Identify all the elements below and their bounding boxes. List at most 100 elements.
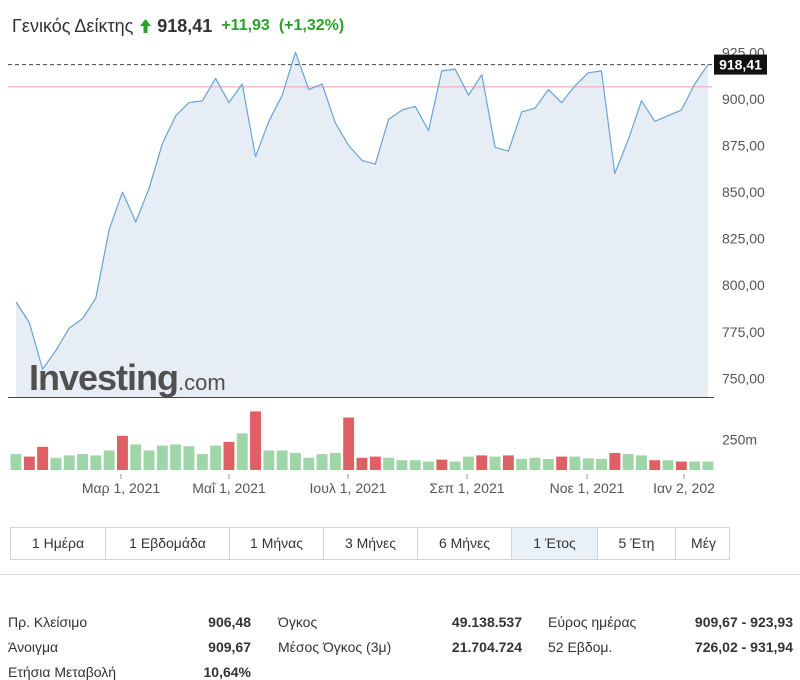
volume-bar[interactable] bbox=[675, 461, 687, 471]
volume-bar[interactable] bbox=[236, 433, 248, 470]
volume-bar[interactable] bbox=[436, 459, 448, 470]
timeframe-tab[interactable]: 3 Μήνες bbox=[324, 528, 418, 559]
volume-bar[interactable] bbox=[529, 457, 541, 470]
volume-bar[interactable] bbox=[542, 459, 554, 470]
stat-value: 909,67 - 923,93 bbox=[694, 614, 793, 630]
stat-value: 49.138.537 bbox=[451, 614, 522, 630]
volume-bar[interactable] bbox=[582, 458, 594, 470]
volume-bar[interactable] bbox=[170, 444, 182, 470]
volume-bar[interactable] bbox=[117, 435, 128, 470]
timeframe-tab[interactable]: 1 Ημέρα bbox=[11, 528, 106, 559]
index-name: Γενικός Δείκτης bbox=[12, 15, 134, 36]
volume-bar[interactable] bbox=[569, 456, 581, 470]
timeframe-tab[interactable]: Μέγ bbox=[691, 535, 716, 551]
volume-bar[interactable] bbox=[183, 446, 195, 470]
stat-value: 10,64% bbox=[203, 664, 251, 680]
volume-bar[interactable] bbox=[23, 456, 35, 470]
volume-bar[interactable] bbox=[636, 455, 647, 470]
volume-bar[interactable] bbox=[489, 456, 501, 470]
stat-value: 21.704.724 bbox=[451, 639, 522, 655]
y-tick-label: 800,00 bbox=[722, 277, 765, 293]
up-arrow-icon bbox=[140, 19, 152, 33]
volume-bar[interactable] bbox=[649, 460, 661, 470]
volume-bar[interactable] bbox=[463, 456, 474, 470]
stat-value: 726,02 - 931,94 bbox=[694, 639, 793, 655]
volume-bar[interactable] bbox=[343, 417, 355, 471]
volume-bar[interactable] bbox=[316, 454, 328, 470]
y-tick-label: 825,00 bbox=[722, 231, 765, 247]
volume-axis-label: 250m bbox=[722, 432, 757, 448]
volume-bar[interactable] bbox=[90, 455, 102, 470]
volume-bar[interactable] bbox=[596, 459, 607, 470]
y-tick-label: 750,00 bbox=[722, 370, 765, 386]
volume-bar[interactable] bbox=[223, 441, 235, 470]
volume-bar[interactable] bbox=[689, 461, 701, 471]
timeframe-tab[interactable]: 1 Μήνας bbox=[230, 528, 324, 559]
stat-label: Εύρος ημέρας bbox=[548, 614, 637, 630]
volume-bar[interactable] bbox=[290, 452, 301, 470]
stat-value: 906,48 bbox=[208, 614, 251, 630]
stat-label: Ετήσια Μεταβολή bbox=[8, 664, 117, 680]
volume-bar[interactable] bbox=[303, 457, 315, 470]
stat-value: 909,67 bbox=[208, 639, 251, 655]
volume-bar[interactable] bbox=[130, 444, 142, 470]
y-tick-label: 900,00 bbox=[722, 91, 765, 107]
last-price-badge-label: 918,41 bbox=[719, 57, 762, 73]
stat-label: Μέσος Όγκος (3μ) bbox=[278, 639, 392, 655]
timeframe-tab[interactable]: 6 Μήνες bbox=[418, 528, 512, 559]
investing-logo: Investing.com bbox=[29, 357, 226, 398]
divider bbox=[0, 574, 800, 575]
price-line[interactable] bbox=[15, 51, 709, 370]
volume-bar[interactable] bbox=[556, 456, 568, 470]
quote-header: Γενικός Δείκτης 918,41 +11,93 (+1,32%) bbox=[12, 13, 344, 39]
timeframe-tabs: 1 Ημέρα 1 Εβδομάδα 1 Μήνας 3 Μήνες 6 Μήνες 1 … bbox=[10, 527, 730, 560]
volume-bar[interactable] bbox=[196, 454, 208, 470]
volume-bar[interactable] bbox=[409, 460, 421, 470]
volume-bar[interactable] bbox=[210, 445, 222, 470]
x-tick-label: Νοε 1, 2021 bbox=[550, 480, 625, 496]
volume-bar[interactable] bbox=[502, 455, 514, 470]
stat-label: Άνοιγμα bbox=[8, 639, 59, 655]
volume-bar[interactable] bbox=[63, 455, 75, 470]
volume-bar[interactable] bbox=[50, 457, 62, 470]
last-price-badge bbox=[714, 54, 767, 75]
x-tick-label: Σεπ 1, 2021 bbox=[429, 480, 504, 496]
x-tick-label: Ιαν 2, 202 bbox=[653, 480, 715, 496]
price-change-percent: (+1,32%) bbox=[278, 17, 345, 34]
timeframe-tab[interactable]: 5 Έτη bbox=[598, 528, 676, 559]
volume-bar[interactable] bbox=[369, 456, 381, 470]
volume-bar[interactable] bbox=[702, 461, 714, 471]
volume-bar[interactable] bbox=[103, 450, 115, 471]
volume-bar[interactable] bbox=[143, 450, 155, 471]
x-tick-label: Μαρ 1, 2021 bbox=[82, 480, 161, 496]
volume-bar[interactable] bbox=[609, 452, 621, 470]
volume-bar[interactable] bbox=[37, 446, 49, 470]
volume-bar[interactable] bbox=[329, 452, 341, 470]
volume-bar[interactable] bbox=[10, 454, 22, 470]
volume-bar[interactable] bbox=[250, 411, 261, 470]
volume-bar[interactable] bbox=[662, 460, 674, 470]
volume-bar[interactable] bbox=[383, 457, 395, 470]
volume-bar[interactable] bbox=[476, 455, 488, 470]
volume-bar[interactable] bbox=[516, 459, 528, 470]
volume-bar[interactable] bbox=[396, 460, 408, 470]
y-tick-label: 875,00 bbox=[722, 137, 765, 153]
x-tick-label: Μαΐ 1, 2021 bbox=[192, 480, 266, 496]
price-chart[interactable]: Investing.com 925,00900,00875,00850,0082… bbox=[0, 0, 800, 510]
timeframe-tab[interactable]: 1 Έτος bbox=[512, 528, 598, 559]
volume-bar[interactable] bbox=[276, 450, 288, 471]
stat-label: Πρ. Κλείσιμο bbox=[8, 614, 88, 630]
price-change: +11,93 bbox=[221, 17, 270, 34]
volume-bar[interactable] bbox=[156, 445, 168, 470]
y-tick-label: 775,00 bbox=[722, 324, 765, 340]
volume-bar[interactable] bbox=[77, 454, 88, 470]
volume-bar[interactable] bbox=[263, 450, 275, 471]
volume-bar[interactable] bbox=[423, 461, 434, 471]
timeframe-tab[interactable]: 1 Εβδομάδα bbox=[106, 528, 230, 559]
volume-bar[interactable] bbox=[449, 461, 461, 471]
volume-bar[interactable] bbox=[356, 457, 368, 470]
y-tick-label: 850,00 bbox=[722, 184, 765, 200]
volume-bar[interactable] bbox=[622, 454, 634, 470]
stat-label: Όγκος bbox=[278, 614, 318, 630]
price-area-fill bbox=[16, 52, 708, 398]
